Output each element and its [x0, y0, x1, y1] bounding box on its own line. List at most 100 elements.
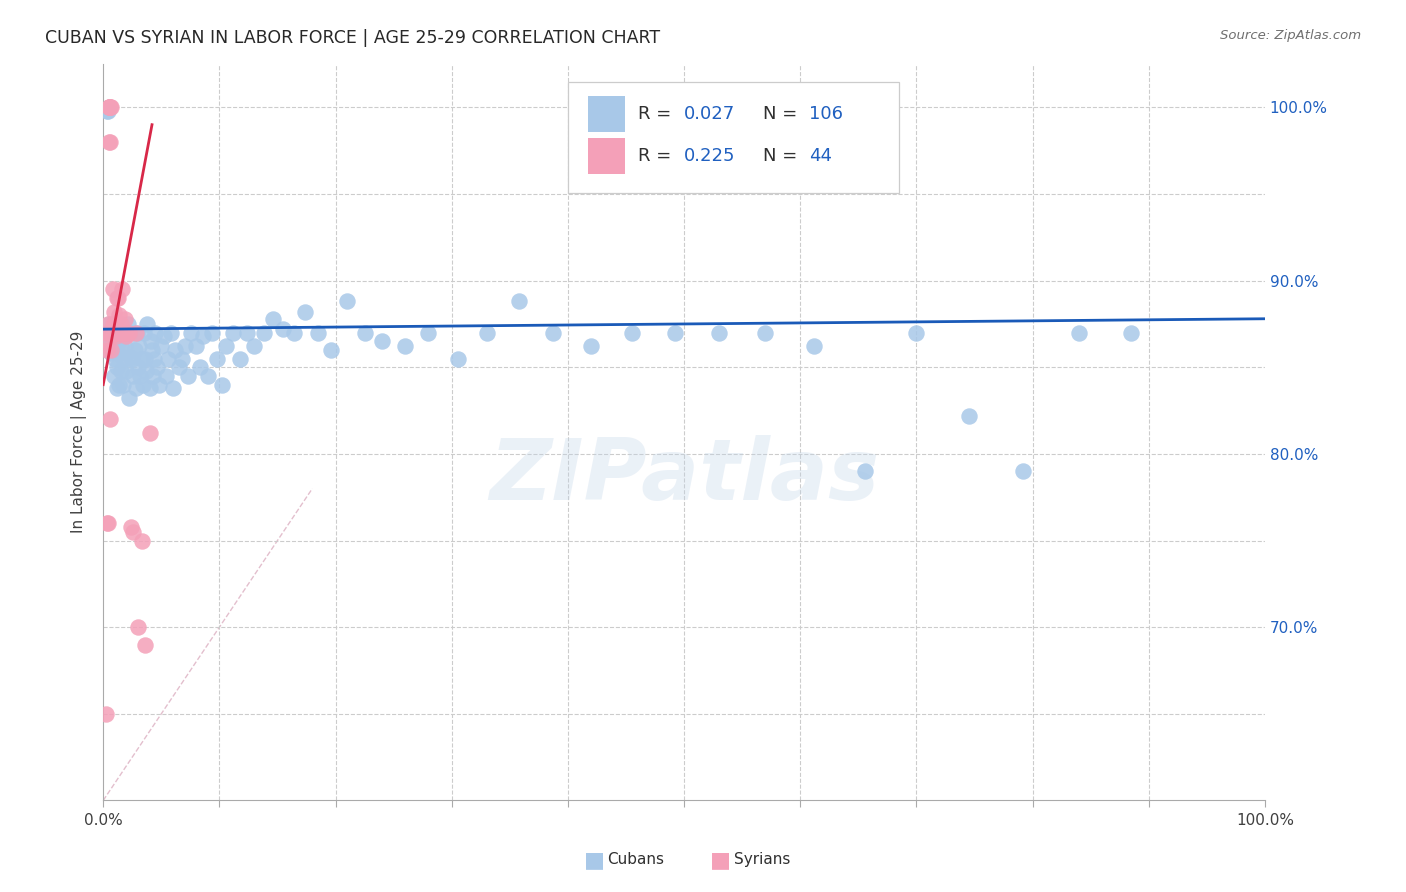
- Point: [107, 346, 129, 360]
- Point: [96, 103, 118, 118]
- Point: [108, 377, 131, 392]
- Point: [100, 100, 122, 114]
- Point: [418, 326, 440, 340]
- Point: [141, 343, 163, 357]
- Point: [394, 339, 416, 353]
- Point: [105, 381, 128, 395]
- Point: [125, 326, 148, 340]
- Point: [138, 381, 160, 395]
- Point: [101, 317, 124, 331]
- Point: [131, 533, 153, 548]
- Point: [853, 464, 876, 478]
- Point: [152, 329, 174, 343]
- Point: [905, 326, 928, 340]
- Point: [127, 620, 149, 634]
- Point: [100, 346, 122, 360]
- Point: [1012, 464, 1035, 478]
- Point: [97, 103, 120, 118]
- Text: 0.027: 0.027: [685, 105, 735, 123]
- Point: [508, 294, 530, 309]
- Point: [131, 377, 153, 392]
- Point: [142, 368, 165, 383]
- Point: [211, 377, 233, 392]
- Point: [104, 339, 127, 353]
- Point: [172, 351, 194, 366]
- Point: [165, 343, 187, 357]
- Point: [98, 135, 121, 149]
- Point: [104, 326, 127, 340]
- Point: [803, 339, 825, 353]
- Point: [162, 381, 184, 395]
- FancyBboxPatch shape: [568, 82, 898, 193]
- Point: [236, 326, 259, 340]
- Point: [104, 326, 127, 340]
- Point: [111, 377, 134, 392]
- Point: [131, 351, 153, 366]
- Point: [108, 334, 131, 349]
- Point: [105, 326, 128, 340]
- Text: ■: ■: [583, 850, 605, 870]
- Point: [111, 326, 134, 340]
- Point: [957, 409, 980, 423]
- Point: [96, 343, 118, 357]
- Point: [138, 426, 160, 441]
- Point: [101, 282, 124, 296]
- Point: [127, 360, 149, 375]
- Point: [97, 516, 120, 531]
- Point: [145, 326, 167, 340]
- Point: [229, 351, 252, 366]
- Text: Syrians: Syrians: [734, 853, 790, 867]
- Point: [136, 317, 159, 331]
- Point: [319, 343, 342, 357]
- Point: [155, 368, 177, 383]
- Point: [112, 329, 135, 343]
- Point: [754, 326, 776, 340]
- Point: [101, 322, 124, 336]
- Point: [103, 305, 125, 319]
- Point: [98, 326, 121, 340]
- Text: R =: R =: [637, 147, 676, 165]
- Point: [159, 326, 181, 340]
- Point: [118, 392, 141, 406]
- Point: [104, 351, 127, 366]
- Point: [98, 100, 121, 114]
- Point: [177, 368, 200, 383]
- Point: [112, 351, 135, 366]
- Point: [110, 364, 132, 378]
- Point: [201, 326, 224, 340]
- Point: [191, 329, 214, 343]
- Bar: [588, 96, 624, 132]
- Point: [188, 360, 211, 375]
- Point: [96, 516, 118, 531]
- Point: [148, 377, 170, 392]
- Point: [336, 294, 359, 309]
- Point: [664, 326, 686, 340]
- Point: [134, 351, 156, 366]
- Point: [125, 381, 148, 395]
- Point: [307, 326, 329, 340]
- Point: [271, 322, 294, 336]
- Point: [96, 326, 118, 340]
- Point: [252, 326, 274, 340]
- Point: [620, 326, 643, 340]
- Point: [120, 326, 142, 340]
- Point: [103, 368, 125, 383]
- Point: [103, 326, 125, 340]
- Y-axis label: In Labor Force | Age 25-29: In Labor Force | Age 25-29: [72, 331, 87, 533]
- Point: [98, 412, 121, 426]
- Point: [96, 326, 118, 340]
- Point: [111, 326, 134, 340]
- Point: [215, 339, 238, 353]
- Point: [98, 100, 121, 114]
- Point: [94, 706, 117, 721]
- Point: [100, 326, 122, 340]
- Point: [104, 326, 127, 340]
- Point: [157, 351, 180, 366]
- Point: [118, 350, 141, 364]
- Point: [110, 339, 132, 353]
- Point: [446, 351, 468, 366]
- Point: [118, 326, 141, 340]
- Point: [97, 334, 120, 349]
- Point: [111, 282, 134, 296]
- Point: [114, 339, 136, 353]
